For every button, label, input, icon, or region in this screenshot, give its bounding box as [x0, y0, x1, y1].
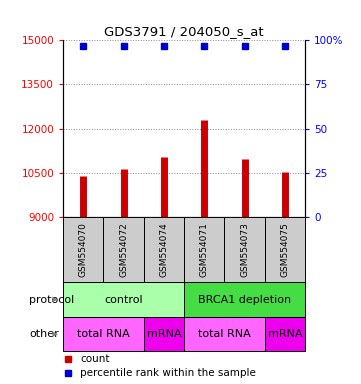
Bar [104, 217, 144, 282]
Title: GDS3791 / 204050_s_at: GDS3791 / 204050_s_at [104, 25, 264, 38]
Text: percentile rank within the sample: percentile rank within the sample [80, 368, 256, 378]
Bar [144, 217, 184, 282]
Text: other: other [29, 329, 59, 339]
Text: GSM554073: GSM554073 [240, 222, 249, 277]
Text: count: count [80, 354, 110, 364]
Text: mRNA: mRNA [147, 329, 181, 339]
Bar [144, 317, 184, 351]
Bar [265, 217, 305, 282]
Text: control: control [104, 295, 143, 305]
Text: mRNA: mRNA [268, 329, 302, 339]
Bar [184, 217, 225, 282]
Text: GSM554071: GSM554071 [200, 222, 209, 277]
Bar [184, 317, 265, 351]
Text: protocol: protocol [29, 295, 75, 305]
Bar [63, 282, 184, 317]
Text: GSM554072: GSM554072 [119, 222, 128, 277]
Bar [184, 282, 305, 317]
Bar [63, 317, 144, 351]
Bar [63, 217, 104, 282]
Bar [265, 317, 305, 351]
Text: GSM554070: GSM554070 [79, 222, 88, 277]
Text: GSM554075: GSM554075 [280, 222, 290, 277]
Text: total RNA: total RNA [198, 329, 251, 339]
Text: total RNA: total RNA [77, 329, 130, 339]
Text: GSM554074: GSM554074 [160, 222, 169, 277]
Bar [225, 217, 265, 282]
Text: BRCA1 depletion: BRCA1 depletion [198, 295, 291, 305]
